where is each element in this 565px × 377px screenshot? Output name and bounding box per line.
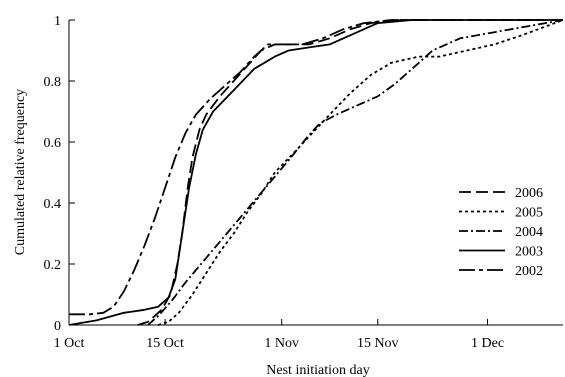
legend-label: 2003	[515, 245, 543, 260]
series-line-2006	[137, 19, 563, 326]
x-tick-label: 15 Nov	[357, 336, 399, 351]
y-axis-title: Cumulated relative frequency	[13, 89, 28, 255]
x-tick-label: 15 Oct	[146, 336, 184, 351]
y-ticks: 0 0.2 0.4 0.6 0.8 1	[44, 14, 75, 334]
y-tick-label: 0.6	[44, 136, 62, 151]
series-line-2003	[68, 19, 563, 326]
legend: 2006 2005 2004 2003 2002	[459, 186, 543, 279]
series-line-2002	[69, 19, 563, 316]
legend-label: 2005	[515, 206, 543, 221]
y-tick-label: 0.2	[44, 258, 62, 273]
legend-label: 2004	[515, 225, 543, 240]
y-tick-label: 0.8	[44, 75, 62, 90]
axes	[68, 20, 563, 326]
x-ticks: 1 Oct 15 Oct 1 Nov 15 Nov 1 Dec	[54, 319, 504, 351]
series-line-2004	[147, 19, 564, 326]
x-tick-label: 1 Nov	[264, 336, 299, 351]
series-line-2005	[157, 19, 564, 326]
y-tick-label: 1	[54, 14, 61, 29]
legend-label: 2006	[515, 186, 543, 201]
x-axis-title: Nest initiation day	[266, 363, 369, 377]
x-tick-label: 1 Oct	[54, 336, 85, 351]
y-tick-label: 0.4	[44, 197, 62, 212]
series-lines	[68, 19, 564, 326]
legend-label: 2002	[515, 264, 543, 279]
y-tick-label: 0	[54, 319, 61, 334]
x-tick-label: 1 Dec	[471, 336, 504, 351]
